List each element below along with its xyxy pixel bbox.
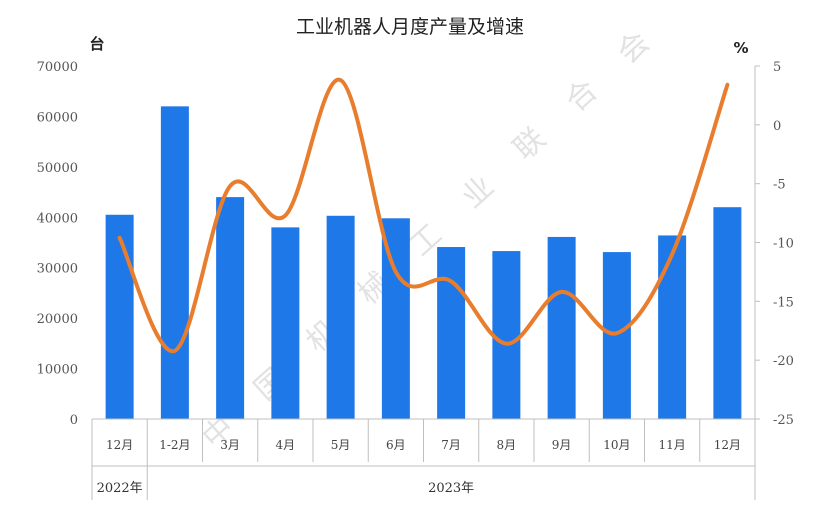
right-tick-label: -10 [773,237,794,252]
line-point-9月 [560,290,564,294]
line-point-5月 [339,78,343,82]
bar-12月 [105,214,134,419]
x-tick-label: 12月 [714,438,741,452]
left-tick-label: 70000 [37,60,78,75]
bar-10月 [602,252,631,419]
year-group-label: 2022年 [97,481,143,496]
bar-7月 [437,247,466,419]
chart-title: 工业机器人月度产量及增速 [296,16,524,38]
left-tick-label: 20000 [37,312,78,327]
bar-5月 [326,215,355,419]
right-axis-unit: % [733,39,748,57]
x-tick-label: 9月 [552,438,572,452]
right-axis: -25 -20 -15 -10 -5 0 5 [754,60,794,428]
line-point-11月 [670,252,674,256]
x-tick-label: 1-2月 [159,438,190,452]
x-tick-label: 6月 [386,438,406,452]
line-point-12月 [725,83,729,87]
line-point-6月 [394,270,398,274]
right-tick-label: 0 [773,119,781,134]
right-tick-label: -15 [773,295,794,310]
growth-rate-line [117,78,730,353]
right-tick-label: -25 [773,413,794,428]
right-tick-label: 5 [773,60,781,75]
bar-1-2月 [160,106,189,419]
left-axis: 0 10000 20000 30000 40000 50000 60000 70000 [37,60,78,428]
line-point-7月 [449,279,453,283]
bar-series [105,106,742,419]
left-axis-unit: 台 [89,35,104,53]
right-tick-label: -20 [773,354,794,369]
year-group-label: 2023年 [428,481,474,496]
x-tick-label: 8月 [497,438,517,452]
left-tick-label: 0 [70,413,78,428]
right-tick-label: -5 [773,178,786,193]
x-tick-label: 3月 [220,438,240,452]
bar-3月 [216,197,245,419]
line-point-12月 [118,236,122,240]
watermark-char: 合 [559,73,605,119]
bar-9月 [547,236,576,419]
line-point-3月 [228,184,232,188]
x-tick-label: 5月 [331,438,351,452]
bar-8月 [492,251,521,419]
bar-11月 [658,235,687,419]
watermark-char: 联 [507,121,553,167]
line-point-1-2月 [173,349,177,353]
left-tick-label: 50000 [37,161,78,176]
bar-12月 [713,207,742,419]
left-tick-label: 30000 [37,262,78,277]
x-tick-label: 4月 [276,438,296,452]
x-axis: 12月 1-2月 3月 4月 5月 6月 7月 8月 9月 10月 11月 12月 2022年 2023年 [91,418,756,500]
bar-4月 [271,227,300,419]
line-point-10月 [615,331,619,335]
line-point-4月 [283,213,287,217]
left-tick-label: 60000 [37,110,78,125]
x-tick-label: 12月 [106,438,133,452]
x-tick-label: 11月 [658,438,685,452]
x-tick-label: 7月 [441,438,461,452]
x-tick-label: 10月 [603,438,630,452]
left-tick-label: 10000 [37,363,78,378]
line-point-8月 [504,342,508,346]
watermark-char: 会 [611,25,657,71]
watermark-char: 业 [455,169,501,215]
left-tick-label: 40000 [37,211,78,226]
line-series [117,78,730,353]
